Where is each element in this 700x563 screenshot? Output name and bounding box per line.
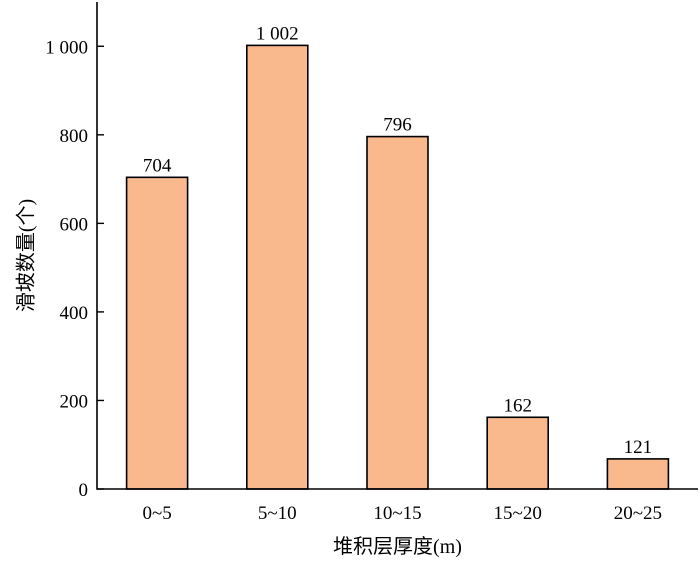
bars	[125, 44, 670, 490]
y-tick-label: 800	[60, 126, 89, 147]
x-tick-label: 10~15	[373, 503, 421, 524]
y-tick-label: 200	[60, 391, 89, 412]
x-tick-label: 0~5	[142, 503, 171, 524]
bar-value-label: 1 002	[256, 23, 299, 44]
y-tick-label: 600	[60, 214, 89, 235]
x-tick-label: 20~25	[614, 503, 662, 524]
bar-10~15	[366, 135, 429, 490]
y-axis-ticks: 0 200 400 600 800 1 000	[45, 37, 104, 501]
bar-5~10	[246, 44, 309, 490]
bar-0~5	[125, 176, 189, 490]
x-tick-label: 5~10	[258, 503, 297, 524]
bar-value-label: 704	[143, 155, 172, 176]
bar-15~20	[486, 416, 550, 490]
bar-value-labels: 704 1 002 796 162 121	[143, 23, 652, 458]
x-axis-title: 堆积层厚度(m)	[333, 535, 462, 558]
bar-value-label: 796	[383, 115, 412, 136]
y-tick-label: 1 000	[45, 37, 88, 58]
bar-20~25	[606, 458, 670, 490]
axes-frame	[96, 2, 698, 490]
bar-value-label: 121	[624, 437, 653, 458]
x-axis-ticks: 0~5 5~10 10~15 15~20 20~25	[142, 483, 662, 524]
x-tick-label: 15~20	[494, 503, 542, 524]
y-axis-title: 滑坡数量(个)	[15, 199, 38, 312]
y-tick-label: 0	[79, 480, 89, 501]
bar-value-label: 162	[503, 395, 532, 416]
y-tick-label: 400	[60, 303, 89, 324]
